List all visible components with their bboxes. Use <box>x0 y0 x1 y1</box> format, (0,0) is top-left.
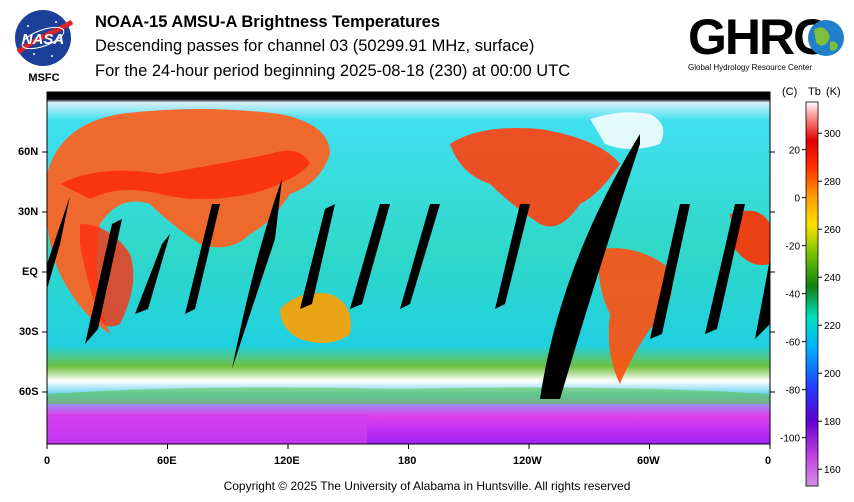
orbit-gap <box>185 204 220 314</box>
kelvin-tick-label: 220 <box>824 321 841 332</box>
australia-land <box>280 293 351 343</box>
msfc-label: MSFC <box>28 72 59 84</box>
kelvin-tick-label: 200 <box>824 369 841 380</box>
lon-label-60e: 60E <box>157 455 177 467</box>
orbit-gap <box>650 204 690 339</box>
page-title: NOAA-15 AMSU-A Brightness Temperatures <box>95 13 441 31</box>
orbit-gap <box>350 204 390 309</box>
colorbar-header-tb: Tb <box>808 86 821 98</box>
orbit-gap <box>232 179 282 369</box>
celsius-tick-label: -100 <box>780 434 800 445</box>
orbit-gaps <box>47 134 770 399</box>
lon-label-120e: 120E <box>274 455 300 467</box>
kelvin-tick-label: 180 <box>824 417 841 428</box>
celsius-tick-label: -20 <box>786 242 801 253</box>
orbit-gap <box>85 219 122 344</box>
page-subtitle: Descending passes for channel 03 (50299.… <box>95 37 535 55</box>
celsius-tick-label: -40 <box>786 290 801 301</box>
colorbar: (C) Tb (K) 300280260240220200180160200-2… <box>780 86 841 487</box>
antarctic-edge <box>47 387 770 404</box>
kelvin-tick-label: 280 <box>824 177 841 188</box>
celsius-tick-label: -60 <box>786 338 801 349</box>
lon-label-0: 0 <box>44 455 51 467</box>
lon-label-180: 180 <box>398 455 417 467</box>
greenland-land <box>590 112 664 149</box>
brightness-temperature-map <box>42 91 775 449</box>
ghrc-wordmark: GHRC <box>688 9 828 65</box>
colorbar-scale <box>805 101 819 487</box>
orbit-gap <box>400 204 440 309</box>
colorbar-header-k: (K) <box>826 86 841 98</box>
nasa-wordmark: NASA <box>22 31 65 48</box>
ghrc-tagline: Global Hydrology Resource Center <box>688 63 812 72</box>
nasa-logo: NASA MSFC <box>12 8 76 84</box>
celsius-tick-label: 0 <box>794 194 800 205</box>
colorbar-ticks: 300280260240220200180160200-20-40-60-80-… <box>780 129 841 476</box>
lon-label-60w: 60W <box>637 455 660 467</box>
orbit-gap <box>495 204 530 309</box>
antarctica-land <box>47 414 367 444</box>
north-america-land <box>450 128 620 227</box>
lat-ticks <box>42 151 775 393</box>
lat-label-30s: 30S <box>19 326 39 338</box>
lon-label-120w: 120W <box>513 455 542 467</box>
lon-label-0-right: 0 <box>765 455 772 467</box>
lat-label-60n: 60N <box>18 146 39 158</box>
kelvin-tick-label: 160 <box>824 465 841 476</box>
orbit-gap <box>135 234 170 314</box>
time-period: For the 24-hour period beginning 2025-08… <box>95 62 571 80</box>
celsius-tick-label: -80 <box>786 386 801 397</box>
colorbar-header-c: (C) <box>782 86 797 98</box>
south-america-land <box>598 248 673 384</box>
lon-ticks <box>46 444 771 449</box>
copyright-notice: Copyright © 2025 The University of Alaba… <box>223 479 631 493</box>
kelvin-tick-label: 240 <box>824 273 841 284</box>
lat-label-30n: 30N <box>18 206 39 218</box>
celsius-tick-label: 20 <box>789 146 801 157</box>
ghrc-logo: GHRC Global Hydrology Resource Center <box>686 8 848 78</box>
orbit-gap <box>755 259 770 339</box>
orbit-gap <box>47 196 70 289</box>
orbit-gap <box>300 204 335 309</box>
kelvin-tick-label: 300 <box>824 129 841 140</box>
map-field <box>47 92 770 444</box>
orbit-gap <box>540 134 640 399</box>
lat-label-60s: 60S <box>19 386 39 398</box>
eurasia-hot-land <box>60 150 310 199</box>
orbit-gap <box>705 204 745 334</box>
kelvin-tick-label: 260 <box>824 225 841 236</box>
lat-label-eq: EQ <box>22 266 38 278</box>
